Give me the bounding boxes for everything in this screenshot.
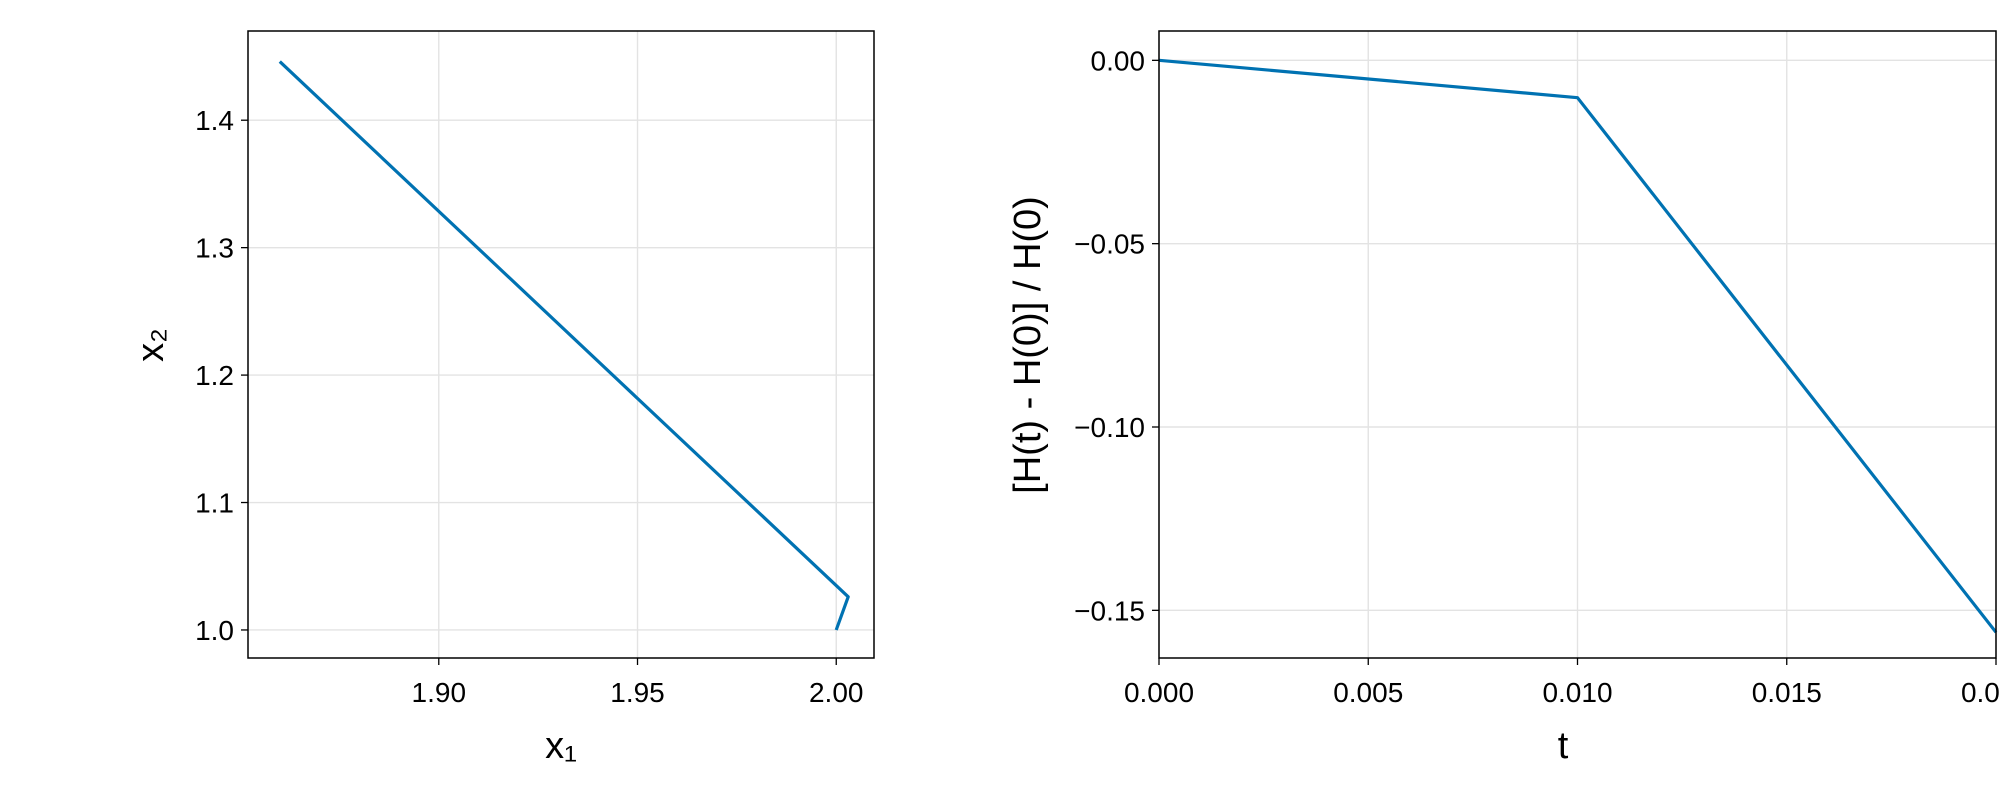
phase-y-tick-label: 1.4 — [195, 105, 234, 136]
phase-y-ticks: 1.0 1.1 1.2 1.3 1.4 — [195, 105, 248, 646]
chart-panel-phase: 1.90 1.95 2.00 1.0 1.1 1.2 1.3 1.4 x₁ x₂ — [130, 30, 875, 767]
energy-x-tick-label: 0.010 — [1542, 677, 1612, 708]
phase-x-tick-label: 2.00 — [809, 677, 864, 708]
energy-x-tick-label: 0.015 — [1752, 677, 1822, 708]
phase-y-tick-label: 1.1 — [195, 488, 234, 519]
energy-y-axis-label: [H(t) - H(0)] / H(0) — [1007, 196, 1049, 494]
phase-x-axis-label: x₁ — [545, 725, 577, 767]
energy-y-ticks: 0.00 −0.05 −0.10 −0.15 — [1074, 45, 1159, 626]
chart-panel-energy: 0.000 0.005 0.010 0.015 0.020 0.00 −0.05 −0.10… — [1007, 30, 2000, 767]
phase-y-tick-label: 1.0 — [195, 615, 234, 646]
energy-y-tick-label: −0.15 — [1074, 595, 1145, 626]
energy-x-tick-label: 0.020 — [1961, 677, 2000, 708]
phase-x-ticks: 1.90 1.95 2.00 — [412, 658, 864, 708]
phase-y-tick-label: 1.3 — [195, 233, 234, 264]
energy-y-tick-label: 0.00 — [1091, 45, 1146, 76]
phase-y-axis-label: x₂ — [130, 328, 172, 362]
phase-x-tick-label: 1.90 — [412, 677, 467, 708]
energy-y-tick-label: −0.05 — [1074, 229, 1145, 260]
energy-x-axis-label: t — [1558, 725, 1569, 767]
phase-series — [278, 60, 850, 631]
energy-series-line — [1158, 58, 1998, 634]
energy-series — [1158, 58, 1998, 634]
phase-x-tick-label: 1.95 — [610, 677, 665, 708]
energy-x-tick-label: 0.000 — [1124, 677, 1194, 708]
energy-y-tick-label: −0.10 — [1074, 412, 1145, 443]
phase-y-tick-label: 1.2 — [195, 360, 234, 391]
phase-grid — [248, 31, 874, 658]
phase-frame — [247, 30, 875, 659]
energy-x-ticks: 0.000 0.005 0.010 0.015 0.020 — [1124, 658, 2000, 708]
phase-series-line — [278, 60, 850, 631]
energy-x-tick-label: 0.005 — [1333, 677, 1403, 708]
